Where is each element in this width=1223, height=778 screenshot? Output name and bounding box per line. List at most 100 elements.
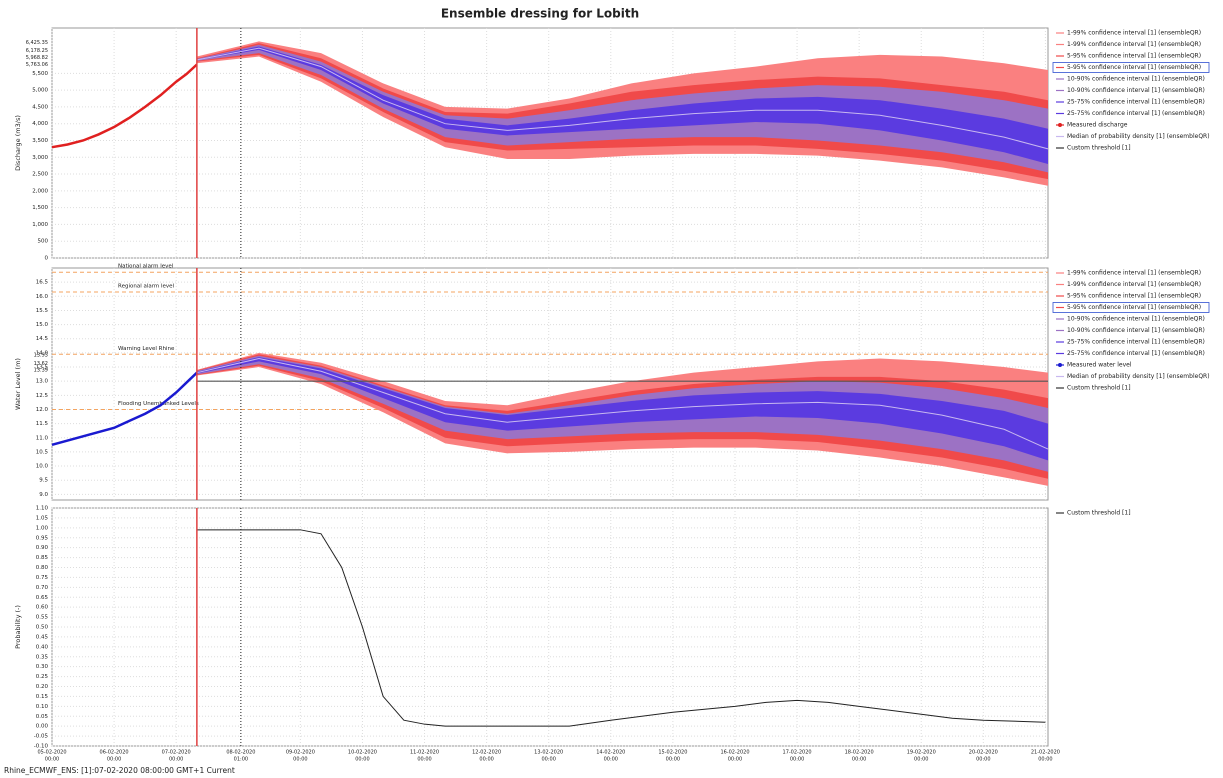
- chart-title: Ensemble dressing for Lobith: [441, 7, 639, 21]
- x-tick-label: 18-02-2020: [845, 750, 874, 756]
- level-label: Regional alarm level: [118, 284, 175, 290]
- x-tick-label: 06-02-2020: [100, 750, 129, 756]
- axis-annotation: 13.39: [34, 368, 48, 374]
- y-tick-label: 10.0: [36, 464, 49, 470]
- legend-label: 1-99% confidence interval [1] (ensembleQ…: [1067, 270, 1201, 277]
- x-tick-label: 00:00: [666, 757, 680, 763]
- x-tick-label: 00:00: [169, 757, 183, 763]
- level-label: National alarm level: [118, 264, 174, 270]
- y-axis-label: Probability (-): [14, 605, 22, 649]
- y-tick-label: 0.50: [36, 625, 49, 631]
- x-tick-label: 08-02-2020: [226, 750, 255, 756]
- y-axis-label: Water Level (m): [14, 358, 22, 410]
- y-tick-label: 16.5: [36, 280, 49, 286]
- legend-label: Custom threshold [1]: [1067, 510, 1131, 517]
- y-tick-label: 15.5: [36, 308, 49, 314]
- y-tick-label: 2,500: [32, 172, 48, 178]
- level-label: Flooding Unembanked Levels: [118, 401, 199, 407]
- y-tick-label: 0: [45, 256, 49, 262]
- y-tick-label: 1.10: [36, 506, 49, 512]
- y-tick-label: 0.35: [36, 654, 49, 660]
- legend-label: 1-99% confidence interval [1] (ensembleQ…: [1067, 281, 1201, 288]
- y-tick-label: 14.5: [36, 336, 49, 342]
- x-tick-label: 00:00: [728, 757, 742, 763]
- legend-label: 10-90% confidence interval [1] (ensemble…: [1067, 327, 1205, 334]
- legend-marker: [1058, 363, 1062, 367]
- y-tick-label: 0.00: [36, 724, 49, 730]
- x-tick-label: 00:00: [914, 757, 928, 763]
- y-axis-label: Discharge (m3/s): [14, 115, 22, 171]
- y-tick-label: 3,000: [32, 155, 48, 161]
- y-tick-label: 0.45: [36, 634, 49, 640]
- x-tick-label: 21-02-2020: [1031, 750, 1060, 756]
- y-tick-label: 0.95: [36, 535, 49, 541]
- axis-annotation: 5,763.06: [26, 62, 48, 68]
- y-tick-label: 4,000: [32, 121, 48, 127]
- y-tick-label: 16.0: [36, 294, 49, 300]
- y-tick-label: 13.5: [36, 365, 49, 371]
- axis-annotation: 6,178.25: [26, 48, 48, 54]
- y-tick-label: 0.75: [36, 575, 49, 581]
- legend-label: 10-90% confidence interval [1] (ensemble…: [1067, 316, 1205, 323]
- y-tick-label: 12.0: [36, 407, 49, 413]
- x-tick-label: 00:00: [604, 757, 618, 763]
- y-tick-label: 1.00: [36, 525, 49, 531]
- y-tick-label: 0.25: [36, 674, 49, 680]
- x-tick-label: 00:00: [790, 757, 804, 763]
- x-tick-label: 05-02-2020: [37, 750, 66, 756]
- y-tick-label: 5,500: [32, 71, 48, 77]
- x-tick-label: 00:00: [355, 757, 369, 763]
- legend-label: Measured water level: [1067, 362, 1132, 369]
- series-line: [196, 47, 1049, 150]
- y-tick-label: 0.40: [36, 644, 49, 650]
- legend-label: Measured discharge: [1067, 122, 1128, 129]
- legend-label: Custom threshold [1]: [1067, 145, 1131, 152]
- y-tick-label: 0.60: [36, 605, 49, 611]
- x-tick-label: 00:00: [45, 757, 59, 763]
- y-tick-label: 0.65: [36, 595, 49, 601]
- x-tick-label: 11-02-2020: [410, 750, 439, 756]
- legend-label: 10-90% confidence interval [1] (ensemble…: [1067, 76, 1205, 83]
- axis-annotation: 13.62: [34, 361, 48, 367]
- y-tick-label: -0.10: [34, 744, 49, 750]
- y-tick-label: 5,000: [32, 88, 48, 94]
- y-tick-label: -0.05: [34, 734, 49, 740]
- x-tick-label: 00:00: [541, 757, 555, 763]
- x-tick-label: 00:00: [107, 757, 121, 763]
- legend-label: 1-99% confidence interval [1] (ensembleQ…: [1067, 41, 1201, 48]
- y-tick-label: 0.10: [36, 704, 49, 710]
- legend-marker: [1058, 123, 1062, 127]
- x-tick-label: 13-02-2020: [534, 750, 563, 756]
- y-tick-label: 0.20: [36, 684, 49, 690]
- legend-selection: [1052, 62, 1210, 73]
- legend-label: Median of probability density [1] (ensem…: [1067, 133, 1210, 140]
- y-tick-label: 15.0: [36, 322, 49, 328]
- y-tick-label: 3,500: [32, 138, 48, 144]
- y-tick-label: 4,500: [32, 104, 48, 110]
- y-tick-label: 0.15: [36, 694, 49, 700]
- y-tick-label: 1,000: [32, 222, 48, 228]
- level-label: Warning Level Rhine: [118, 346, 175, 352]
- y-tick-label: 0.05: [36, 714, 49, 720]
- legend-label: 1-99% confidence interval [1] (ensembleQ…: [1067, 30, 1201, 37]
- legend-label: 5-95% confidence interval [1] (ensembleQ…: [1067, 53, 1201, 60]
- x-tick-label: 20-02-2020: [969, 750, 998, 756]
- series-line: [51, 371, 198, 447]
- x-tick-label: 14-02-2020: [596, 750, 625, 756]
- y-tick-label: 0.90: [36, 545, 49, 551]
- series-line: [196, 358, 1049, 450]
- legend-label: 10-90% confidence interval [1] (ensemble…: [1067, 87, 1205, 94]
- x-tick-label: 00:00: [976, 757, 990, 763]
- x-tick-label: 17-02-2020: [783, 750, 812, 756]
- legend-label: 25-75% confidence interval [1] (ensemble…: [1067, 339, 1205, 346]
- y-tick-label: 10.5: [36, 449, 49, 455]
- y-tick-label: 500: [38, 239, 49, 245]
- axis-annotation: 6,425.35: [26, 40, 48, 46]
- status-bar: Rhine_ECMWF_ENS: [1]:07-02-2020 08:00:00…: [4, 766, 235, 775]
- y-tick-label: 9.5: [39, 478, 48, 484]
- x-tick-label: 00:00: [417, 757, 431, 763]
- legend-label: 25-75% confidence interval [1] (ensemble…: [1067, 99, 1205, 106]
- confidence-band: [196, 357, 1048, 461]
- confidence-band: [196, 46, 1048, 164]
- y-tick-label: 14.0: [36, 350, 49, 356]
